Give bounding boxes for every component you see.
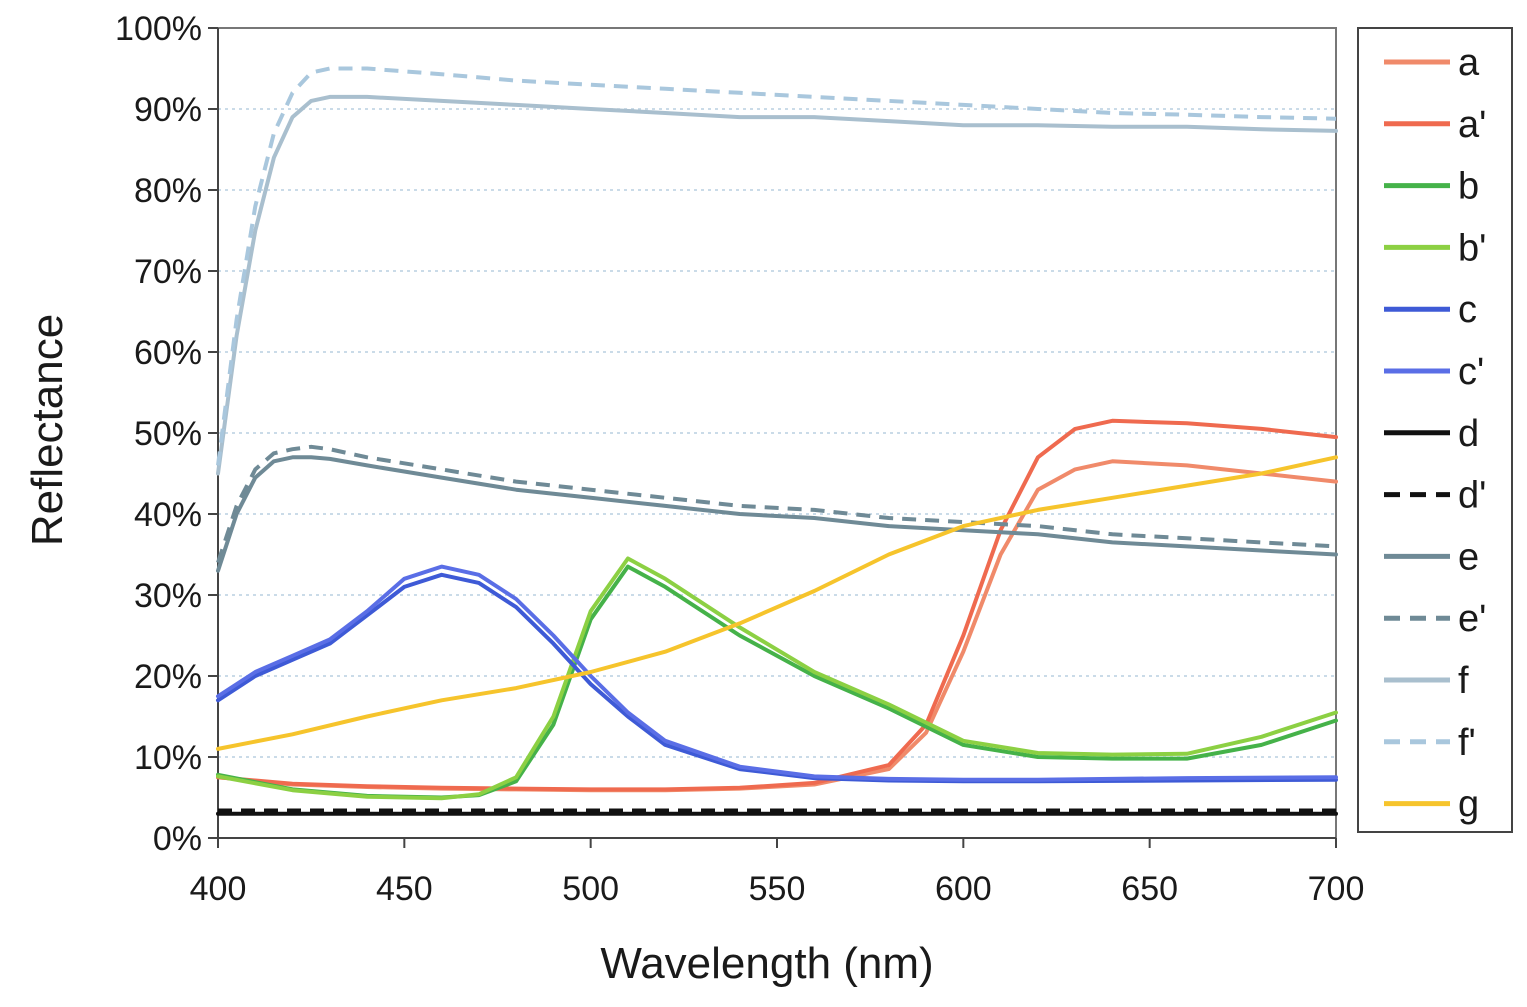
legend-label: g (1458, 784, 1479, 826)
y-tick-label: 100% (115, 10, 202, 48)
legend-box (1357, 27, 1513, 833)
y-tick-label: 50% (134, 415, 202, 453)
y-tick-label: 60% (134, 334, 202, 372)
legend-label: b' (1458, 227, 1486, 269)
series-line-a-prime (216, 418, 1338, 792)
x-tick-label: 400 (190, 870, 247, 908)
y-tick-label: 0% (153, 820, 202, 858)
y-axis-title: Reflectance (23, 314, 72, 546)
y-tick-label: 20% (134, 658, 202, 696)
x-tick-label: 550 (749, 870, 806, 908)
x-axis-ticks: 400 450 500 550 600 650 700 (190, 838, 1365, 908)
x-axis-title: Wavelength (nm) (600, 939, 933, 988)
y-axis-ticks: 0% 10% 20% 30% 40% 50% 60% 70% 80% 90% 100% (115, 10, 218, 858)
legend-label: a (1458, 42, 1480, 84)
legend-label: c' (1458, 351, 1484, 393)
y-tick-label: 40% (134, 496, 202, 534)
legend-label: e' (1458, 598, 1486, 640)
y-tick-label: 30% (134, 577, 202, 615)
plot-area (217, 27, 1337, 839)
legend-label: d' (1458, 475, 1486, 517)
series-lines (216, 66, 1338, 816)
legend-label: a' (1458, 104, 1486, 146)
legend-label: e (1458, 536, 1479, 578)
legend: a a' b b' c c' d d' e e' f f' g (1357, 27, 1513, 833)
y-tick-label: 90% (134, 91, 202, 129)
series-line-f-prime (216, 66, 1337, 466)
series-line-c-prime (216, 564, 1338, 782)
series-line-f (216, 94, 1338, 476)
series-line-e (216, 455, 1338, 573)
legend-label: c (1458, 289, 1477, 331)
series-line-e-prime (216, 444, 1337, 564)
x-tick-label: 650 (1121, 870, 1178, 908)
y-tick-label: 70% (134, 253, 202, 291)
series-line-g (216, 455, 1338, 751)
x-tick-label: 450 (376, 870, 433, 908)
legend-label: b (1458, 166, 1479, 208)
legend-label: d (1458, 413, 1479, 455)
y-tick-label: 80% (134, 172, 202, 210)
series-line-b-prime (216, 556, 1338, 801)
legend-label: f (1458, 660, 1469, 702)
x-tick-label: 500 (562, 870, 619, 908)
x-tick-label: 700 (1308, 870, 1365, 908)
legend-label: f' (1458, 722, 1476, 764)
y-tick-label: 10% (134, 739, 202, 777)
x-tick-label: 600 (935, 870, 992, 908)
